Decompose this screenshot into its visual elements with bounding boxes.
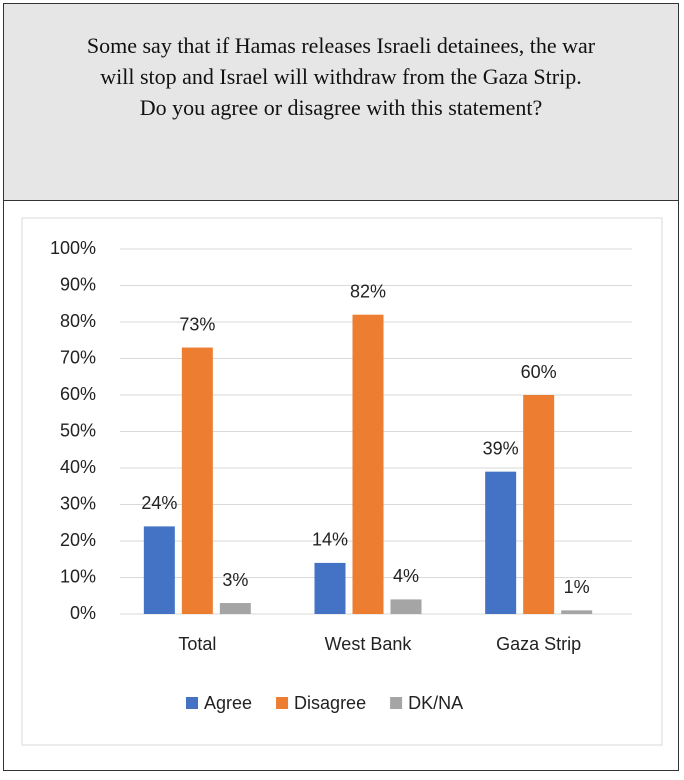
data-label: 1%: [564, 577, 590, 597]
y-tick-label: 40%: [60, 457, 96, 477]
data-label: 60%: [521, 362, 557, 382]
y-tick-label: 100%: [50, 238, 96, 258]
data-label: 4%: [393, 566, 419, 586]
chart-area: [21, 217, 663, 746]
legend-label: DK/NA: [408, 693, 463, 713]
y-tick-label: 20%: [60, 530, 96, 550]
x-tick-label: Total: [178, 634, 216, 654]
legend-swatch: [390, 697, 403, 709]
data-label: 82%: [350, 281, 386, 301]
bar: [485, 471, 517, 614]
bar: [390, 599, 422, 614]
header-line: Do you agree or disagree with this state…: [139, 95, 543, 120]
legend-label: Agree: [204, 693, 252, 713]
y-tick-label: 60%: [60, 384, 96, 404]
header: Some say that if Hamas releases Israeli …: [4, 4, 678, 201]
data-label: 73%: [179, 314, 215, 334]
y-tick-label: 0%: [70, 603, 96, 623]
bar: [181, 347, 213, 614]
y-tick-label: 70%: [60, 347, 96, 367]
data-label: 24%: [141, 493, 177, 513]
header-line: will stop and Israel will withdraw from …: [100, 64, 582, 89]
legend-swatch: [186, 697, 198, 709]
data-label: 14%: [312, 530, 348, 550]
bar: [219, 603, 251, 614]
bar: [561, 610, 593, 614]
legend-swatch: [276, 697, 289, 709]
bar: [314, 562, 346, 614]
x-tick-label: Gaza Strip: [496, 634, 581, 654]
data-label: 39%: [483, 438, 519, 458]
bar: [352, 314, 384, 614]
data-label: 3%: [222, 570, 248, 590]
y-tick-label: 50%: [60, 420, 96, 440]
y-tick-label: 90%: [60, 274, 96, 294]
y-tick-label: 80%: [60, 311, 96, 331]
bar: [143, 526, 175, 614]
header-line: Some say that if Hamas releases Israeli …: [86, 33, 596, 58]
y-tick-label: 10%: [60, 566, 96, 586]
legend-label: Disagree: [294, 693, 366, 713]
frame: Some say that if Hamas releases Israeli …: [3, 3, 679, 771]
x-tick-label: West Bank: [325, 634, 413, 654]
y-tick-label: 30%: [60, 493, 96, 513]
bar: [523, 395, 555, 614]
